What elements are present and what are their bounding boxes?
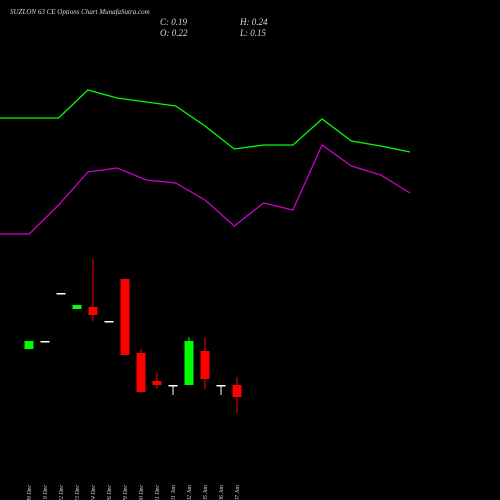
candle-body	[40, 341, 50, 343]
indicator-line	[0, 89, 411, 153]
x-tick-label: 23 Dec	[75, 485, 81, 500]
indicator-line	[0, 144, 411, 235]
x-tick-label: 31 Dec	[155, 485, 161, 500]
x-tick-label: 09 Dec	[27, 485, 33, 500]
x-tick-label: 07 Jan	[235, 485, 241, 500]
x-tick-label: 06 Jan	[219, 485, 225, 500]
x-tick-label: 30 Dec	[139, 485, 145, 500]
candle-body	[216, 385, 226, 387]
candle-body	[136, 353, 146, 392]
high-label: H: 0.24	[239, 17, 268, 27]
candle-body	[184, 341, 194, 385]
candle-body	[232, 385, 242, 397]
x-tick-label: 01 Jan	[171, 485, 177, 500]
candle-body	[152, 381, 162, 385]
candle-body	[200, 351, 210, 379]
candle-body	[120, 279, 130, 355]
open-label: O: 0.22	[160, 28, 188, 38]
x-tick-label: 05 Jan	[203, 485, 209, 500]
candle-body	[72, 305, 82, 309]
x-tick-label: 24 Dec	[90, 485, 97, 500]
candle-body	[88, 307, 98, 315]
candle-body	[104, 321, 114, 323]
x-tick-label: 26 Dec	[107, 485, 113, 500]
x-tick-label: 19 Dec	[43, 485, 49, 500]
x-tick-label: 22 Dec	[59, 485, 65, 500]
x-tick-label: 29 Dec	[123, 485, 129, 500]
candle-body	[24, 341, 34, 349]
candle-body	[168, 385, 178, 387]
low-label: L: 0.15	[239, 28, 267, 38]
x-tick-label: 02 Jan	[187, 485, 193, 500]
candle-body	[56, 293, 66, 295]
chart-title: SUZLON 63 CE Options Chart MunafaSutra.c…	[10, 8, 150, 16]
close-label: C: 0.19	[160, 17, 188, 27]
